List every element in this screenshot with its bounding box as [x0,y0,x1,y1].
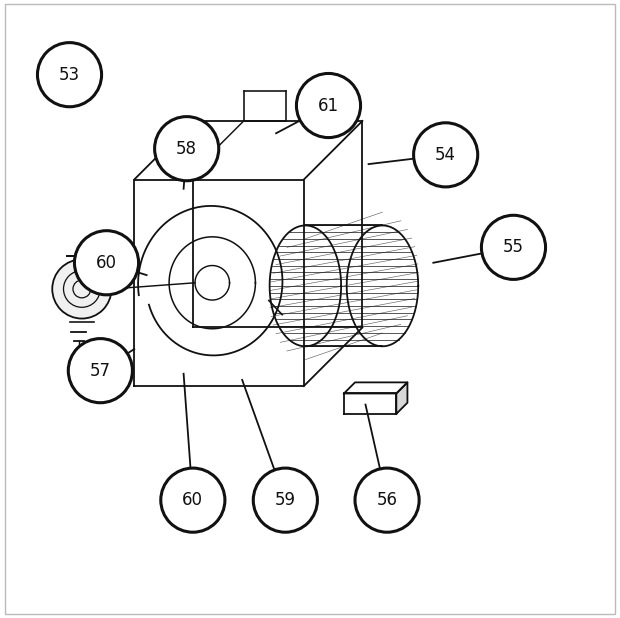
Text: 53: 53 [59,66,80,83]
Text: 60: 60 [182,491,203,509]
Text: 59: 59 [275,491,296,509]
Polygon shape [396,383,407,414]
Circle shape [68,339,133,403]
Text: 56: 56 [376,491,397,509]
Text: 61: 61 [318,96,339,114]
Polygon shape [344,383,407,394]
Circle shape [414,123,478,187]
Text: 57: 57 [90,362,111,379]
Text: 54: 54 [435,146,456,164]
Polygon shape [344,394,396,414]
Circle shape [296,74,361,138]
Circle shape [481,215,546,279]
Circle shape [154,117,219,180]
Text: 60: 60 [96,254,117,272]
Circle shape [254,468,317,532]
Circle shape [37,43,102,107]
Circle shape [161,468,225,532]
Text: 58: 58 [176,140,197,158]
Circle shape [74,231,139,295]
Text: 55: 55 [503,239,524,256]
Circle shape [52,260,112,318]
Circle shape [355,468,419,532]
